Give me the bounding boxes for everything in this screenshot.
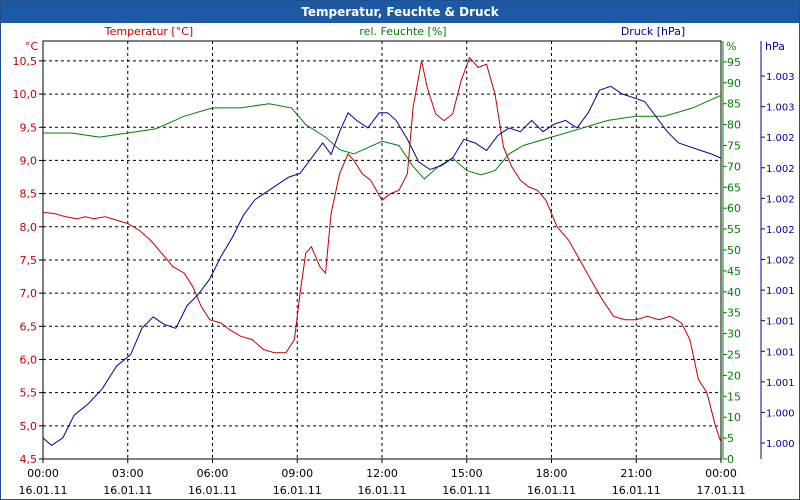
x-tick-date: 16.01.11 bbox=[442, 484, 491, 497]
pressure-axis-title: Druck [hPa] bbox=[621, 25, 685, 38]
humidity-axis-title: rel. Feuchte [%] bbox=[359, 25, 446, 38]
temp-tick-label: 7,0 bbox=[20, 287, 38, 300]
x-tick-time: 00:00 bbox=[705, 467, 737, 480]
pressure-tick-label: 1.002 bbox=[766, 256, 795, 267]
temp-tick-label: 9,0 bbox=[20, 154, 38, 167]
x-tick-date: 16.01.11 bbox=[527, 484, 576, 497]
humidity-unit-label: % bbox=[726, 40, 736, 53]
temp-tick-label: 9,5 bbox=[20, 121, 38, 134]
humidity-tick-label: 15 bbox=[727, 390, 741, 403]
humidity-tick-label: 25 bbox=[727, 349, 741, 362]
humidity-tick-label: 85 bbox=[727, 98, 741, 111]
temp-tick-label: 5,0 bbox=[20, 420, 38, 433]
humidity-tick-label: 70 bbox=[727, 160, 741, 173]
temp-tick-label: 7,5 bbox=[20, 254, 38, 267]
x-tick-date: 17.01.11 bbox=[697, 484, 746, 497]
x-tick-date: 16.01.11 bbox=[358, 484, 407, 497]
humidity-tick-label: 75 bbox=[727, 140, 741, 153]
humidity-tick-label: 65 bbox=[727, 181, 741, 194]
x-tick-date: 16.01.11 bbox=[273, 484, 322, 497]
humidity-tick-label: 45 bbox=[727, 265, 741, 278]
pressure-tick-label: 1.000 bbox=[766, 408, 795, 419]
humidity-tick-label: 95 bbox=[727, 56, 741, 69]
temp-tick-label: 4,5 bbox=[20, 453, 38, 466]
humidity-tick-label: 10 bbox=[727, 411, 741, 424]
x-tick-time: 18:00 bbox=[536, 467, 568, 480]
temp-tick-label: 8,0 bbox=[20, 221, 38, 234]
x-tick-time: 00:00 bbox=[27, 467, 59, 480]
temp-tick-label: 8,5 bbox=[20, 188, 38, 201]
pressure-tick-label: 1.001 bbox=[766, 347, 795, 358]
window-title: Temperatur, Feuchte & Druck bbox=[1, 1, 799, 23]
chart-svg: 4,5 5,0 5,5 6,0 6,5 7,0 7,5 8,0 8,5 9,0 9,5 10,0 10,… bbox=[13, 25, 795, 497]
x-tick-time: 03:00 bbox=[112, 467, 144, 480]
pressure-tick-label: 1.001 bbox=[766, 286, 795, 297]
x-tick-date: 16.01.11 bbox=[103, 484, 152, 497]
humidity-tick-label: 60 bbox=[727, 202, 741, 215]
humidity-tick-label: 40 bbox=[727, 286, 741, 299]
x-tick-time: 21:00 bbox=[620, 467, 652, 480]
x-tick-time: 06:00 bbox=[197, 467, 229, 480]
humidity-tick-label: 0 bbox=[727, 453, 734, 466]
temperature-line bbox=[42, 56, 722, 443]
humidity-tick-label: 5 bbox=[727, 432, 734, 445]
pressure-tick-label: 1.000 bbox=[766, 439, 795, 450]
x-tick-time: 15:00 bbox=[451, 467, 483, 480]
x-tick-date: 16.01.11 bbox=[19, 484, 68, 497]
humidity-tick-label: 80 bbox=[727, 119, 741, 132]
temp-tick-label: 10,0 bbox=[13, 88, 38, 101]
temp-tick-label: 6,0 bbox=[20, 353, 38, 366]
pressure-tick-label: 1.002 bbox=[766, 133, 795, 144]
pressure-tick-label: 1.001 bbox=[766, 378, 795, 389]
pressure-tick-label: 1.002 bbox=[766, 164, 795, 175]
x-tick-time: 12:00 bbox=[366, 467, 398, 480]
pressure-line bbox=[42, 85, 722, 447]
pressure-tick-label: 1.003 bbox=[766, 103, 795, 114]
pressure-tick-label: 1.003 bbox=[766, 72, 795, 83]
humidity-tick-label: 50 bbox=[727, 244, 741, 257]
pressure-tick-label: 1.001 bbox=[766, 317, 795, 328]
temp-tick-label: 5,5 bbox=[20, 387, 38, 400]
humidity-tick-label: 20 bbox=[727, 369, 741, 382]
x-tick-date: 16.01.11 bbox=[612, 484, 661, 497]
pressure-tick-label: 1.002 bbox=[766, 225, 795, 236]
temp-unit-label: °C bbox=[25, 40, 39, 53]
temp-axis-title: Temperatur [°C] bbox=[104, 25, 193, 38]
humidity-tick-label: 35 bbox=[727, 307, 741, 320]
humidity-tick-label: 55 bbox=[727, 223, 741, 236]
x-tick-date: 16.01.11 bbox=[188, 484, 237, 497]
pressure-tick-label: 1.002 bbox=[766, 194, 795, 205]
humidity-tick-label: 30 bbox=[727, 328, 741, 341]
humidity-line bbox=[43, 94, 722, 180]
x-tick-time: 09:00 bbox=[281, 467, 313, 480]
temp-tick-label: 6,5 bbox=[20, 320, 38, 333]
temp-tick-label: 10,5 bbox=[13, 55, 38, 68]
pressure-unit-label: hPa bbox=[765, 40, 785, 53]
humidity-tick-label: 90 bbox=[727, 77, 741, 90]
